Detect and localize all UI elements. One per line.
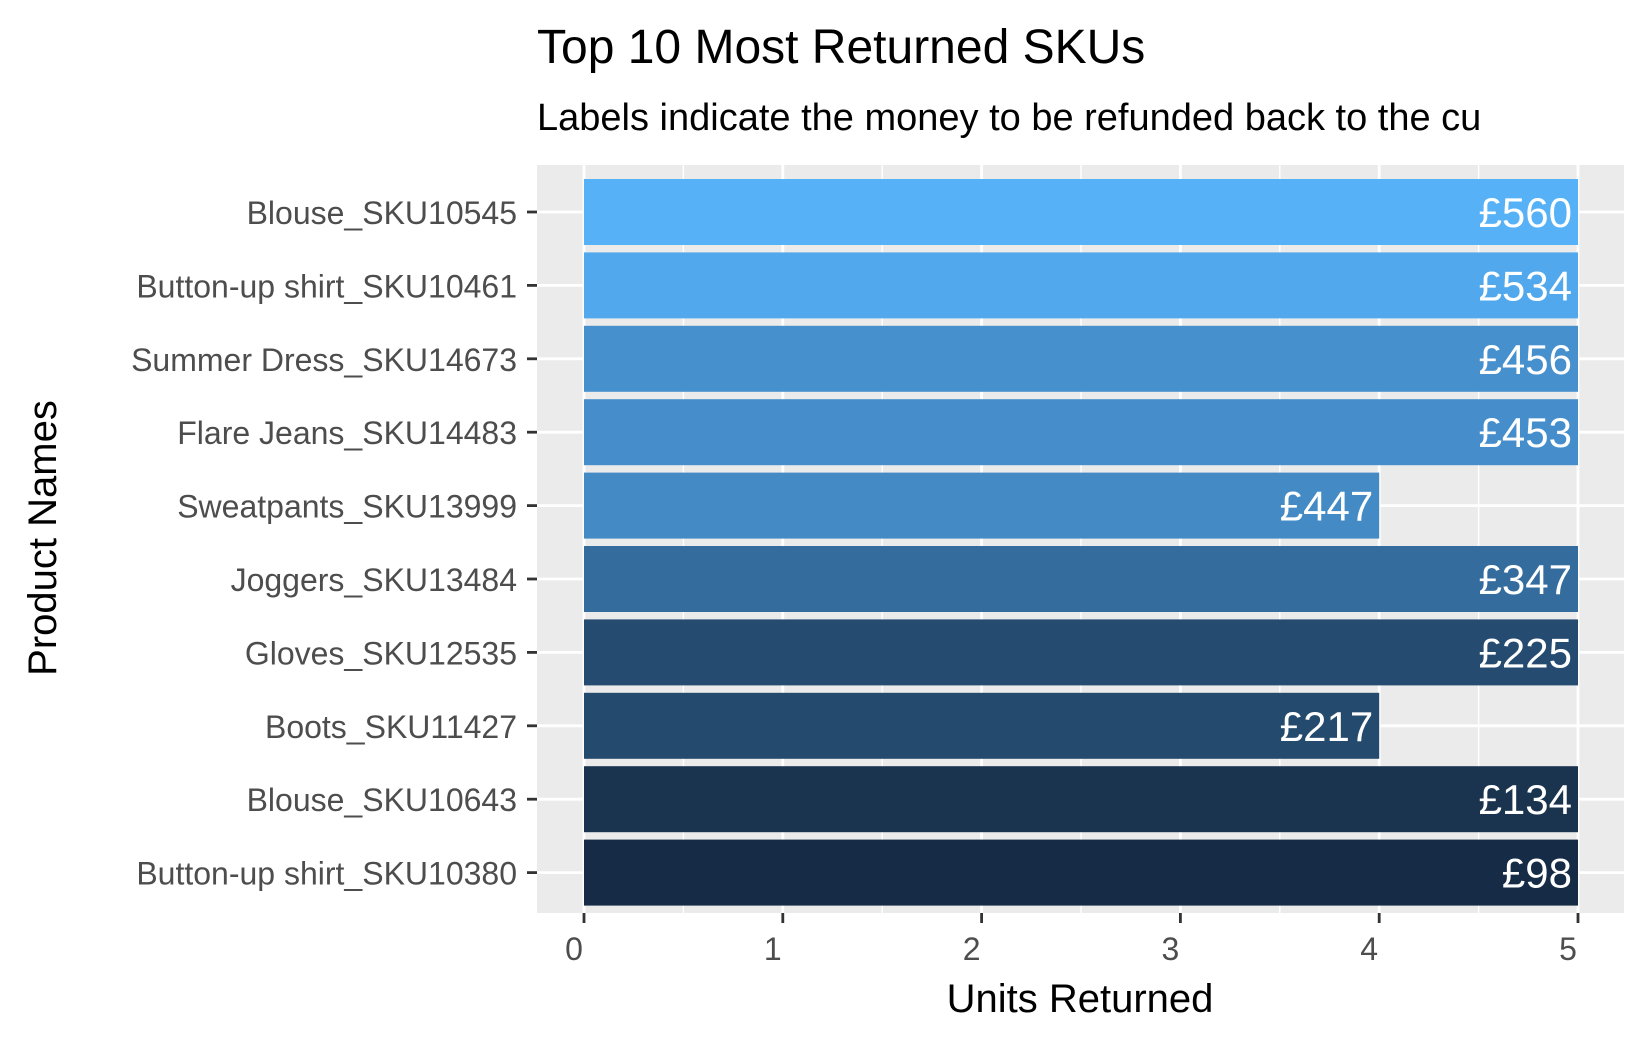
y-tick-label: Summer Dress_SKU14673 xyxy=(131,342,517,378)
y-tick-label: Sweatpants_SKU13999 xyxy=(177,489,517,525)
bar-value-label: £347 xyxy=(1479,556,1572,603)
bar xyxy=(584,839,1578,906)
x-tick-label: 4 xyxy=(1360,931,1378,967)
bar xyxy=(584,325,1578,392)
bar-value-label: £456 xyxy=(1479,336,1572,383)
x-axis: 0 1 2 3 4 5 xyxy=(565,913,1580,967)
bar xyxy=(584,619,1578,686)
y-axis-title: Product Names xyxy=(21,400,65,676)
bar-value-label: £447 xyxy=(1280,483,1373,530)
bar xyxy=(584,399,1578,466)
chart-title: Top 10 Most Returned SKUs xyxy=(537,21,1145,74)
y-tick-label: Gloves_SKU12535 xyxy=(245,635,517,671)
bars xyxy=(584,179,1578,906)
bar-labels: £560 £534 £456 £453 £447 £347 £225 £217 £134 £98 xyxy=(1280,189,1572,897)
x-tick-label: 5 xyxy=(1559,931,1577,967)
x-tick-label: 2 xyxy=(963,931,981,967)
bar-value-label: £217 xyxy=(1280,703,1373,750)
x-tick-label: 1 xyxy=(764,931,782,967)
bar-value-label: £225 xyxy=(1479,629,1572,676)
bar xyxy=(584,692,1380,759)
bar xyxy=(584,766,1578,833)
y-tick-label: Joggers_SKU13484 xyxy=(231,562,517,598)
bar xyxy=(584,472,1380,539)
y-tick-label: Boots_SKU11427 xyxy=(265,709,517,745)
bar-value-label: £134 xyxy=(1479,776,1572,823)
x-tick-label: 3 xyxy=(1162,931,1180,967)
bar xyxy=(584,546,1578,612)
bar xyxy=(584,179,1578,245)
bar-value-label: £453 xyxy=(1479,409,1572,456)
y-tick-label: Blouse_SKU10545 xyxy=(247,195,517,231)
bar-value-label: £98 xyxy=(1502,850,1572,897)
y-tick-label: Button-up shirt_SKU10461 xyxy=(136,268,517,304)
y-tick-label: Button-up shirt_SKU10380 xyxy=(136,856,517,892)
bar-value-label: £560 xyxy=(1479,189,1572,236)
bar-value-label: £534 xyxy=(1479,262,1572,309)
bar xyxy=(584,252,1578,319)
x-tick-label: 0 xyxy=(565,931,583,967)
y-tick-label: Flare Jeans_SKU14483 xyxy=(177,415,517,451)
y-axis: Blouse_SKU10545 Button-up shirt_SKU10461 S… xyxy=(131,195,537,892)
x-axis-title: Units Returned xyxy=(947,977,1214,1021)
y-tick-label: Blouse_SKU10643 xyxy=(247,782,517,818)
chart-subtitle: Labels indicate the money to be refunded… xyxy=(537,97,1481,139)
